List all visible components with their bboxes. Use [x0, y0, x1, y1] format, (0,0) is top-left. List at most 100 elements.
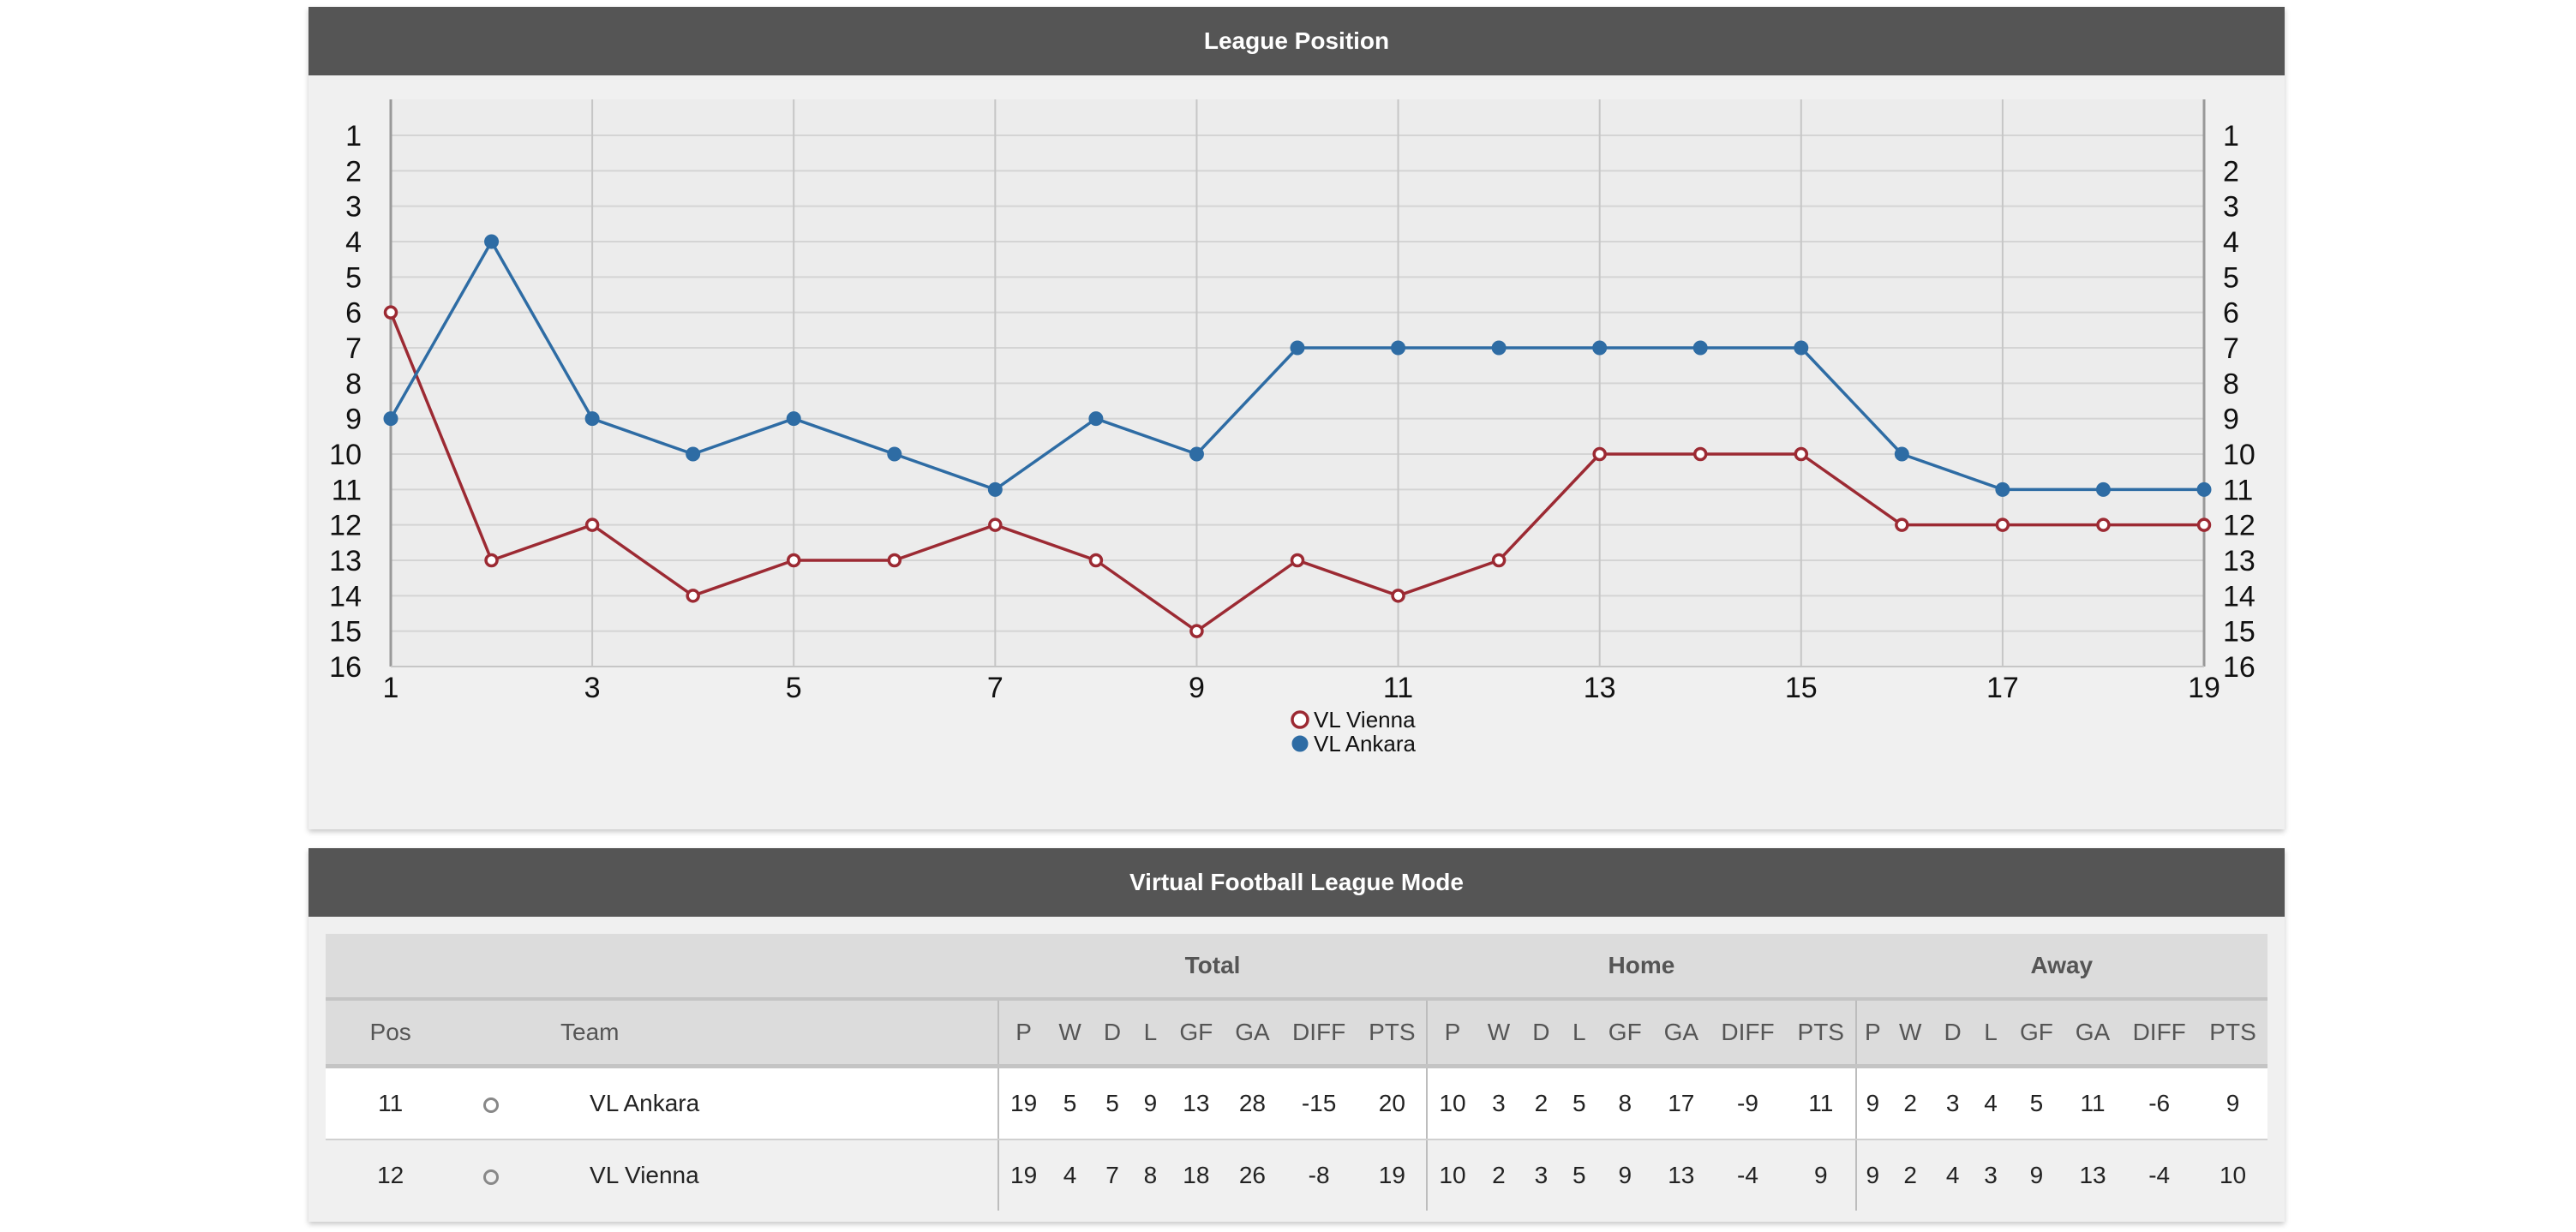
y-tick-label-left: 6: [345, 297, 362, 330]
away-pts-cell: 10: [2198, 1139, 2267, 1211]
column-header-home-gf[interactable]: GF: [1596, 999, 1654, 1068]
y-tick-label-right: 13: [2223, 545, 2255, 577]
x-tick-label: 13: [1584, 672, 1616, 704]
league-table: Total Home Away Pos Team P W D L GF GA DIFF PTS…: [326, 934, 2267, 1211]
column-header-pos[interactable]: Pos: [326, 999, 456, 1068]
away-gf-cell: 9: [2008, 1139, 2065, 1211]
team-status-cell: [455, 1066, 527, 1140]
column-header-home-l[interactable]: L: [1561, 999, 1597, 1068]
data-point-vl-ankara: [887, 446, 902, 462]
column-header-total-gf[interactable]: GF: [1167, 999, 1225, 1068]
column-header-total-p[interactable]: P: [997, 999, 1049, 1068]
data-point-vl-vienna: [584, 517, 600, 532]
data-point-vl-ankara: [987, 481, 1003, 497]
data-point-vl-ankara: [1491, 340, 1507, 356]
home-l-cell: 5: [1561, 1066, 1597, 1140]
data-point-vl-vienna: [1692, 446, 1708, 462]
column-header-total-pts[interactable]: PTS: [1357, 999, 1428, 1068]
total-ga-cell: 28: [1225, 1066, 1280, 1140]
away-d-cell: 3: [1932, 1066, 1974, 1140]
y-tick-label-left: 1: [345, 120, 362, 153]
table-group-header: Total Home Away: [326, 934, 2267, 1001]
column-header-total-d[interactable]: D: [1091, 999, 1134, 1068]
column-header-away-diff[interactable]: DIFF: [2120, 999, 2199, 1068]
data-point-vl-vienna: [383, 305, 398, 320]
home-d-cell: 2: [1520, 1066, 1562, 1140]
y-tick-label-left: 13: [329, 545, 362, 577]
team-name[interactable]: VL Vienna: [526, 1139, 998, 1211]
data-point-vl-ankara: [1692, 340, 1708, 356]
column-header-home-p[interactable]: P: [1426, 999, 1477, 1068]
group-header-away: Away: [1855, 934, 2267, 1001]
data-point-vl-ankara: [383, 411, 398, 427]
column-header-total-diff[interactable]: DIFF: [1279, 999, 1358, 1068]
home-gf-cell: 8: [1596, 1066, 1654, 1140]
column-header-total-ga[interactable]: GA: [1225, 999, 1280, 1068]
home-p-cell: 10: [1426, 1066, 1477, 1140]
column-header-home-ga[interactable]: GA: [1653, 999, 1710, 1068]
total-l-cell: 8: [1133, 1139, 1168, 1211]
away-diff-cell: -6: [2120, 1066, 2199, 1140]
data-point-vl-ankara: [2196, 481, 2212, 497]
y-tick-label-left: 15: [329, 616, 362, 649]
x-tick-label: 15: [1785, 672, 1818, 704]
column-header-away-w[interactable]: W: [1888, 999, 1932, 1068]
table-row[interactable]: 12 VL Vienna 19 4 7 8 18 26 -8 19 10 2 3 5 9 13 -4 9 9 2 4 3 9…: [326, 1139, 2267, 1211]
y-tick-label-right: 16: [2223, 651, 2255, 684]
column-header-home-d[interactable]: D: [1520, 999, 1562, 1068]
column-header-away-ga[interactable]: GA: [2064, 999, 2121, 1068]
data-point-vl-vienna: [786, 553, 801, 568]
x-tick-label: 9: [1189, 672, 1205, 704]
data-point-vl-vienna: [2196, 517, 2212, 532]
total-p-cell: 19: [997, 1066, 1049, 1140]
y-tick-label-left: 8: [345, 368, 362, 400]
total-diff-cell: -15: [1279, 1066, 1358, 1140]
table-row[interactable]: 11 VL Ankara 19 5 5 9 13 28 -15 20 10 3 2 5 8 17 -9 11 9 2 3…: [326, 1066, 2267, 1140]
team-name[interactable]: VL Ankara: [526, 1066, 998, 1140]
data-point-vl-vienna: [1391, 589, 1405, 603]
x-tick-label: 17: [1986, 672, 2019, 704]
column-header-home-w[interactable]: W: [1477, 999, 1521, 1068]
y-tick-label-right: 7: [2223, 332, 2239, 365]
column-header-home-pts[interactable]: PTS: [1786, 999, 1856, 1068]
data-point-vl-vienna: [1592, 446, 1607, 462]
away-l-cell: 4: [1973, 1066, 2009, 1140]
y-tick-label-right: 1: [2223, 120, 2239, 153]
column-header-away-gf[interactable]: GF: [2008, 999, 2065, 1068]
home-diff-cell: -9: [1709, 1066, 1787, 1140]
data-point-vl-vienna: [887, 553, 902, 568]
data-point-vl-ankara: [1794, 340, 1809, 356]
status-circle-icon: [482, 1097, 499, 1113]
column-header-total-l[interactable]: L: [1133, 999, 1168, 1068]
data-point-vl-ankara: [1189, 446, 1204, 462]
x-tick-label: 7: [987, 672, 1003, 704]
league-table-title: Virtual Football League Mode: [309, 848, 2285, 917]
away-ga-cell: 13: [2064, 1139, 2121, 1211]
total-p-cell: 19: [997, 1139, 1049, 1211]
data-point-vl-vienna: [1794, 446, 1809, 462]
column-header-away-pts[interactable]: PTS: [2198, 999, 2267, 1068]
column-header-team[interactable]: Team: [526, 999, 998, 1068]
data-point-vl-ankara: [1088, 411, 1104, 427]
league-position-panel: League Position 1 2 3 4 5 6 7 8 9 10 11 12 13 14 15 16 …: [309, 7, 2285, 829]
y-tick-label-right: 8: [2223, 368, 2239, 400]
y-tick-label-right: 4: [2223, 226, 2239, 259]
home-l-cell: 5: [1561, 1139, 1597, 1211]
y-tick-label-left: 2: [345, 155, 362, 188]
column-header-away-d[interactable]: D: [1932, 999, 1974, 1068]
total-ga-cell: 26: [1225, 1139, 1280, 1211]
column-header-total-w[interactable]: W: [1048, 999, 1092, 1068]
x-tick-label: 11: [1383, 672, 1413, 704]
data-point-vl-vienna: [686, 589, 700, 603]
away-d-cell: 4: [1932, 1139, 1974, 1211]
away-w-cell: 2: [1888, 1139, 1932, 1211]
total-w-cell: 5: [1048, 1066, 1092, 1140]
data-point-vl-vienna: [1895, 517, 1909, 532]
column-header-away-l[interactable]: L: [1973, 999, 2009, 1068]
column-header-home-diff[interactable]: DIFF: [1709, 999, 1787, 1068]
column-header-away-p[interactable]: P: [1854, 999, 1889, 1068]
y-tick-label-left: 5: [345, 261, 362, 294]
away-ga-cell: 11: [2064, 1066, 2121, 1140]
data-point-vl-vienna: [988, 517, 1003, 532]
